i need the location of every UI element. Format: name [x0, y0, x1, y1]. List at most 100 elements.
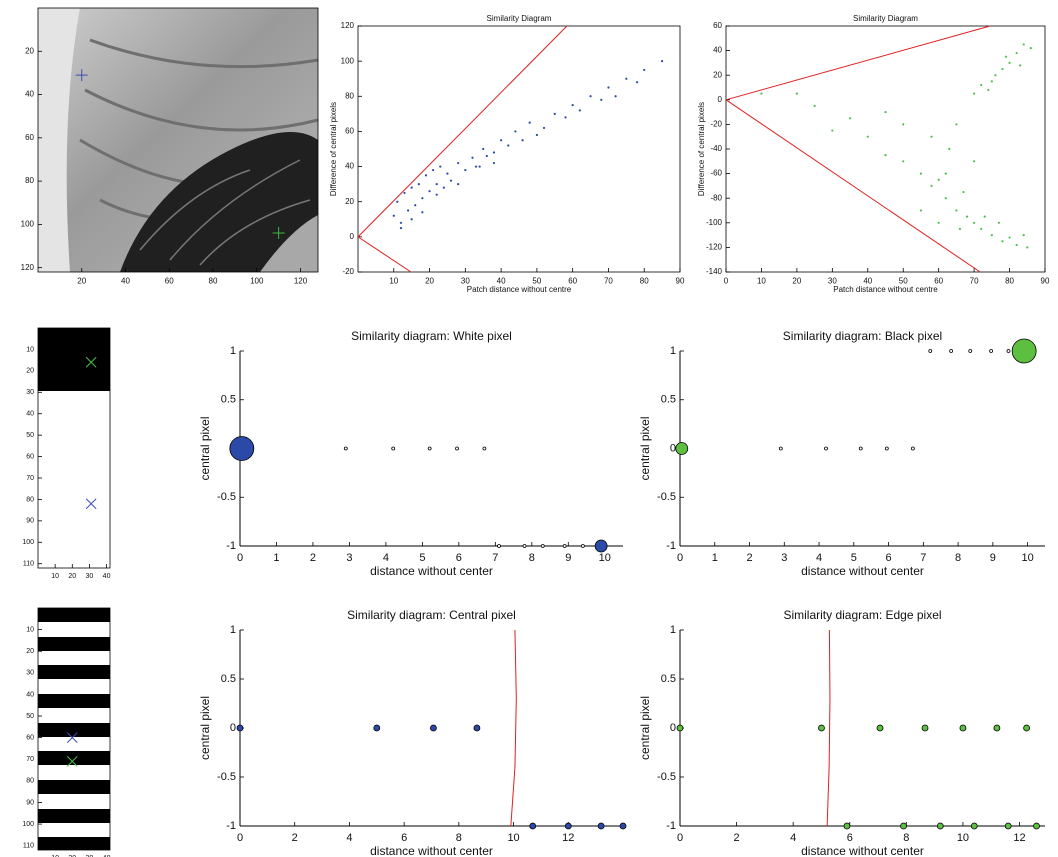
y-tick-label: -0.5	[217, 771, 236, 783]
bubble	[989, 349, 994, 353]
bubble	[529, 822, 537, 830]
striped-image	[38, 608, 110, 850]
y-tick-label: 40	[345, 162, 354, 171]
y-tick-label: -1	[226, 540, 236, 552]
y-tick-label: 0	[230, 722, 236, 734]
chart-title: Similarity diagram: Edge pixel	[783, 608, 941, 622]
y-axis-label: central pixel	[638, 696, 652, 760]
scatter-point	[937, 221, 940, 224]
y-tick-label: 0.5	[221, 673, 236, 685]
scatter-point	[930, 184, 933, 187]
bubble	[876, 724, 884, 732]
y-tick-label: 80	[25, 176, 34, 185]
scatter-point	[435, 183, 438, 186]
x-tick-label: 6	[456, 552, 462, 564]
marker	[66, 732, 78, 743]
y-tick-label: -0.5	[217, 491, 236, 503]
x-tick-label: 1	[273, 552, 279, 564]
bubble	[1004, 822, 1012, 830]
axes-box	[37, 7, 319, 273]
y-tick-label: -0.5	[657, 491, 676, 503]
y-tick-label: -100	[706, 218, 723, 227]
scatter-point	[980, 227, 983, 231]
scatter-point	[866, 135, 869, 138]
scatter-point	[514, 130, 517, 133]
reference-line	[357, 236, 412, 273]
x-tick-label: 50	[899, 276, 908, 285]
reference-line	[510, 629, 517, 827]
y-tick-label: 10	[26, 346, 34, 353]
scatter-point	[930, 135, 933, 138]
axes-box	[725, 25, 1046, 273]
x-axis-label: Patch distance without centre	[467, 285, 572, 294]
y-tick-label: 40	[26, 411, 34, 418]
bubble	[497, 544, 501, 548]
axes-box	[357, 25, 681, 273]
scatter-point	[990, 80, 993, 83]
bubble	[970, 822, 978, 830]
y-tick-label: -1	[226, 820, 236, 832]
scatter-point	[661, 60, 664, 63]
scatter-point	[919, 209, 923, 212]
chart-title: Similarity diagram: Central pixel	[347, 608, 516, 622]
scatter-point	[507, 144, 510, 147]
y-tick-label: 20	[713, 70, 722, 79]
x-tick-label: 80	[209, 276, 218, 285]
scatter-point	[600, 98, 603, 101]
y-tick-label: 110	[23, 843, 34, 850]
x-tick-label: 6	[886, 552, 892, 564]
chart-title: Similarity Diagram	[487, 14, 552, 23]
y-tick-label: 40	[713, 46, 722, 55]
scatter-point	[944, 197, 947, 200]
scatter-point	[428, 190, 431, 193]
y-tick-label: 90	[26, 799, 34, 806]
scatter-point	[1008, 236, 1011, 239]
x-tick-label: 6	[847, 832, 853, 844]
y-tick-label: -120	[706, 243, 723, 252]
y-tick-label: 50	[26, 432, 34, 439]
scatter-point	[848, 117, 852, 120]
x-tick-label: 90	[676, 276, 685, 285]
y-tick-label: 0.5	[661, 673, 676, 685]
scatter-point	[1008, 61, 1011, 64]
y-tick-label: 40	[25, 90, 34, 99]
y-tick-label: 40	[26, 691, 34, 698]
scatter-point	[973, 92, 976, 95]
y-tick-label: -20	[342, 267, 354, 276]
x-tick-label: 30	[86, 573, 94, 580]
reference-line	[826, 629, 831, 827]
x-tick-label: 9	[990, 552, 996, 564]
y-tick-label: 100	[341, 56, 355, 65]
x-tick-label: 7	[920, 552, 926, 564]
x-axis-label: distance without center	[801, 844, 924, 857]
bubble	[843, 822, 851, 830]
y-tick-label: 50	[26, 713, 34, 720]
y-tick-label: 110	[23, 561, 34, 568]
bubble	[884, 446, 889, 451]
scatter-point	[410, 218, 413, 221]
x-tick-label: 9	[565, 552, 571, 564]
bubble	[430, 724, 437, 732]
scatter-point	[980, 83, 983, 87]
bubble	[911, 446, 915, 451]
x-tick-label: 60	[934, 276, 943, 285]
y-tick-label: 60	[713, 21, 722, 30]
x-tick-label: 10	[51, 573, 59, 580]
bubble	[427, 446, 432, 451]
bubble	[564, 822, 572, 830]
scatter-point	[492, 151, 496, 154]
y-tick-label: -1	[666, 820, 676, 832]
y-tick-label: 80	[26, 496, 34, 503]
scatter-point	[902, 160, 905, 163]
scatter-point	[962, 190, 965, 194]
bubble	[391, 446, 396, 451]
y-tick-label: -1	[666, 540, 676, 552]
x-tick-label: 3	[781, 552, 787, 564]
bubble	[676, 724, 684, 732]
x-axis-label: distance without center	[370, 844, 493, 857]
scatter-point	[403, 191, 406, 195]
y-tick-label: 20	[26, 648, 34, 655]
x-tick-label: 10	[51, 855, 59, 857]
scatter-point	[955, 209, 958, 212]
scatter-point	[987, 88, 990, 92]
